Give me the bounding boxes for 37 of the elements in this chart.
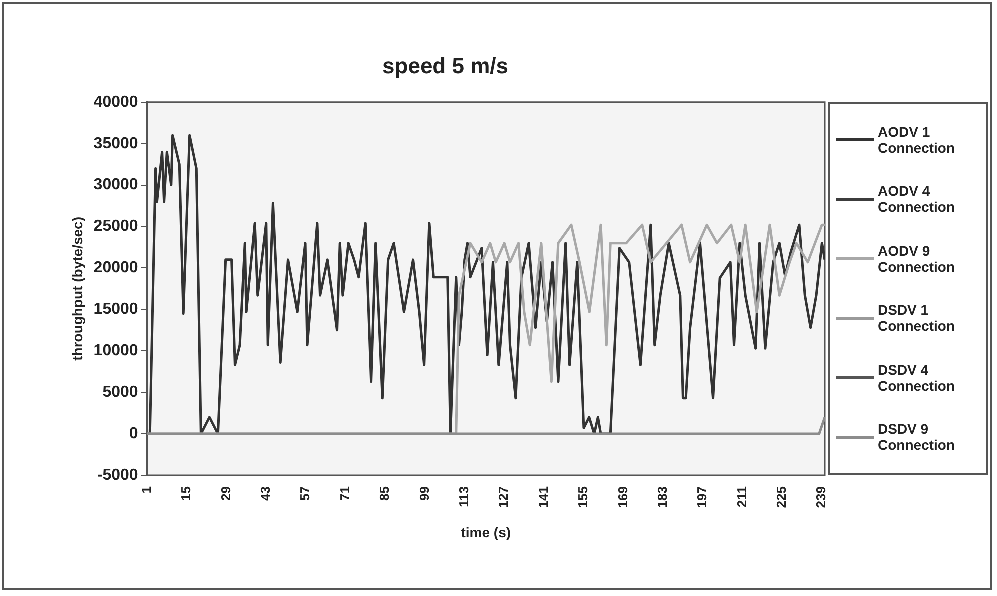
y-tick-label: 40000: [94, 94, 138, 111]
legend-label: DSDV 4 Connection: [878, 362, 956, 394]
x-tick-label: 183: [654, 486, 670, 508]
x-tick-label: 169: [615, 486, 630, 508]
legend-label: DSDV 9 Connection: [878, 421, 956, 454]
legend-label: AODV 9 Connection: [878, 242, 956, 275]
x-tick-label: 71: [337, 486, 352, 501]
x-tick-label: 29: [218, 486, 234, 501]
legend-label: AODV 4 Connection: [878, 183, 956, 216]
x-tick-label: 43: [258, 486, 273, 501]
x-tick-label: 99: [416, 486, 432, 501]
x-tick-label: 155: [576, 486, 591, 508]
legend-label: DSDV 1 Connection: [878, 302, 956, 334]
y-tick-label: 15000: [94, 301, 138, 318]
chart-title: speed 5 m/s: [382, 53, 508, 78]
x-tick-label: 225: [774, 486, 790, 508]
x-tick-label: 239: [814, 486, 829, 508]
x-tick-label: 113: [456, 486, 472, 508]
x-tick-label: 141: [536, 486, 551, 508]
x-tick-label: 85: [377, 486, 392, 501]
y-tick-label: 35000: [94, 135, 138, 152]
y-tick-label: 10000: [94, 342, 138, 360]
y-tick-label: 25000: [94, 218, 138, 236]
x-tick-label: 211: [734, 486, 750, 508]
y-tick-label: 5000: [102, 384, 138, 402]
y-axis-title: throughput (byte/sec): [69, 217, 86, 361]
legend-label: AODV 1 Connection: [878, 124, 956, 156]
y-tick-label: -5000: [97, 466, 138, 484]
x-tick-label: 127: [496, 486, 512, 508]
y-tick-label: 20000: [94, 260, 138, 277]
x-axis-title: time (s): [461, 524, 512, 540]
x-tick-label: 1: [138, 486, 154, 494]
x-tick-label: 57: [298, 486, 313, 501]
x-tick-label: 197: [694, 486, 710, 508]
y-tick-label: 30000: [94, 176, 138, 194]
x-tick-label: 15: [178, 486, 194, 501]
y-tick-label: 0: [129, 425, 138, 442]
